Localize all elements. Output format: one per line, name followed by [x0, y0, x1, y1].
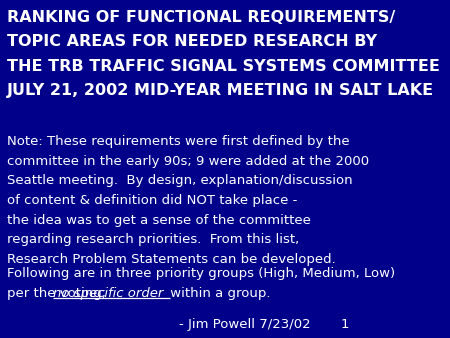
Text: Note: These requirements were first defined by the: Note: These requirements were first defi… [7, 135, 350, 148]
Text: TOPIC AREAS FOR NEEDED RESEARCH BY: TOPIC AREAS FOR NEEDED RESEARCH BY [7, 34, 377, 49]
Text: no specific order: no specific order [53, 287, 163, 300]
Text: Research Problem Statements can be developed.: Research Problem Statements can be devel… [7, 253, 336, 266]
Text: - Jim Powell 7/23/02: - Jim Powell 7/23/02 [180, 318, 311, 331]
Text: JULY 21, 2002 MID-YEAR MEETING IN SALT LAKE: JULY 21, 2002 MID-YEAR MEETING IN SALT L… [7, 83, 434, 98]
Text: Seattle meeting.  By design, explanation/discussion: Seattle meeting. By design, explanation/… [7, 174, 353, 187]
Text: within a group.: within a group. [166, 287, 270, 300]
Text: RANKING OF FUNCTIONAL REQUIREMENTS/: RANKING OF FUNCTIONAL REQUIREMENTS/ [7, 10, 396, 25]
Text: per the voting;: per the voting; [7, 287, 111, 300]
Text: 1: 1 [341, 318, 350, 331]
Text: the idea was to get a sense of the committee: the idea was to get a sense of the commi… [7, 214, 311, 226]
Text: regarding research priorities.  From this list,: regarding research priorities. From this… [7, 233, 299, 246]
Text: THE TRB TRAFFIC SIGNAL SYSTEMS COMMITTEE: THE TRB TRAFFIC SIGNAL SYSTEMS COMMITTEE [7, 59, 440, 74]
Text: committee in the early 90s; 9 were added at the 2000: committee in the early 90s; 9 were added… [7, 155, 369, 168]
Text: of content & definition did NOT take place -: of content & definition did NOT take pla… [7, 194, 297, 207]
Text: Following are in three priority groups (High, Medium, Low): Following are in three priority groups (… [7, 267, 395, 280]
